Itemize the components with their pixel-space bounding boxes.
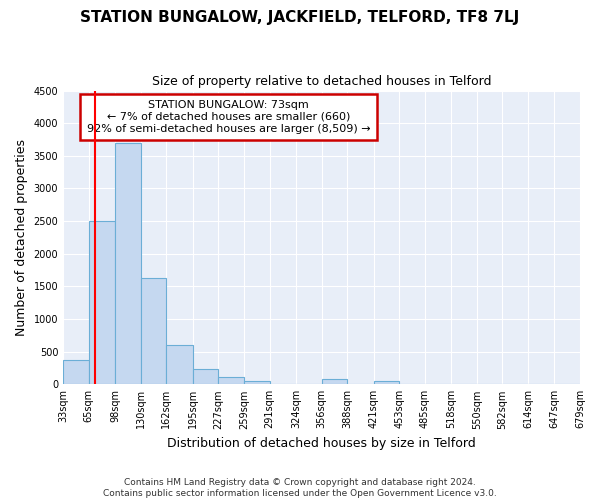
Bar (374, 381, 399, 384)
Bar (322, 379, 347, 384)
Title: Size of property relative to detached houses in Telford: Size of property relative to detached ho… (152, 75, 491, 88)
Bar (166, 345, 193, 385)
Bar (244, 381, 269, 384)
Text: Contains HM Land Registry data © Crown copyright and database right 2024.
Contai: Contains HM Land Registry data © Crown c… (103, 478, 497, 498)
Text: STATION BUNGALOW, JACKFIELD, TELFORD, TF8 7LJ: STATION BUNGALOW, JACKFIELD, TELFORD, TF… (80, 10, 520, 25)
Y-axis label: Number of detached properties: Number of detached properties (15, 139, 28, 336)
Text: STATION BUNGALOW: 73sqm
← 7% of detached houses are smaller (660)
92% of semi-de: STATION BUNGALOW: 73sqm ← 7% of detached… (87, 100, 370, 134)
Bar (115, 143, 141, 384)
Bar (63, 360, 89, 384)
Bar (193, 368, 218, 384)
Bar (218, 378, 244, 384)
Bar (89, 221, 115, 384)
X-axis label: Distribution of detached houses by size in Telford: Distribution of detached houses by size … (167, 437, 476, 450)
Bar (141, 278, 166, 384)
